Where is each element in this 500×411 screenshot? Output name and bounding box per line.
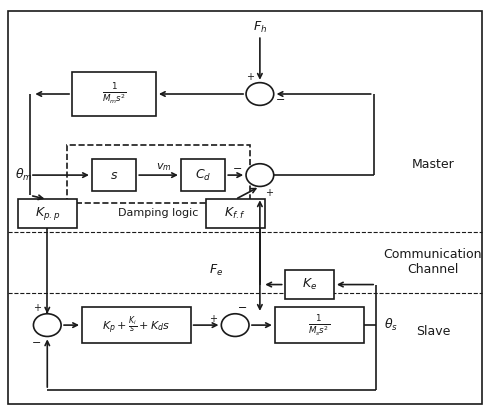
Text: $K_{p.p}$: $K_{p.p}$	[34, 205, 60, 222]
Text: $\frac{1}{M_s s^2}$: $\frac{1}{M_s s^2}$	[308, 313, 330, 337]
Circle shape	[246, 83, 274, 105]
FancyBboxPatch shape	[284, 270, 334, 299]
Text: $K_e$: $K_e$	[302, 277, 317, 292]
FancyBboxPatch shape	[72, 72, 156, 116]
Circle shape	[222, 314, 249, 337]
Text: $K_p + \frac{K_i}{s} + K_d s$: $K_p + \frac{K_i}{s} + K_d s$	[102, 314, 170, 337]
Text: $\frac{1}{M_m s^2}$: $\frac{1}{M_m s^2}$	[102, 81, 126, 106]
Text: $\theta_m$: $\theta_m$	[15, 167, 32, 183]
Text: Communication
Channel: Communication Channel	[384, 248, 482, 276]
Text: $K_{f.f}$: $K_{f.f}$	[224, 206, 246, 221]
Text: +: +	[210, 314, 218, 324]
Text: −: −	[238, 302, 247, 313]
FancyBboxPatch shape	[206, 199, 265, 228]
Text: $v_m$: $v_m$	[156, 161, 172, 173]
FancyBboxPatch shape	[82, 307, 190, 343]
Text: −: −	[232, 164, 242, 174]
Text: $C_d$: $C_d$	[195, 168, 211, 182]
Text: +: +	[265, 187, 273, 198]
Text: +: +	[34, 302, 42, 313]
FancyBboxPatch shape	[92, 159, 136, 191]
Circle shape	[34, 314, 61, 337]
FancyBboxPatch shape	[18, 199, 77, 228]
Text: Master: Master	[412, 159, 455, 171]
Text: +: +	[246, 72, 254, 81]
Text: −: −	[32, 337, 42, 348]
Text: $F_e$: $F_e$	[208, 263, 223, 278]
Text: −: −	[276, 95, 285, 105]
Text: −: −	[238, 302, 246, 313]
Text: Damping logic: Damping logic	[118, 208, 198, 217]
Circle shape	[246, 164, 274, 187]
Text: $\theta_s$: $\theta_s$	[384, 317, 398, 333]
Text: Slave: Slave	[416, 325, 450, 338]
FancyBboxPatch shape	[274, 307, 364, 343]
Text: $F_h$: $F_h$	[253, 20, 267, 35]
Text: $s$: $s$	[110, 169, 118, 182]
FancyBboxPatch shape	[181, 159, 226, 191]
